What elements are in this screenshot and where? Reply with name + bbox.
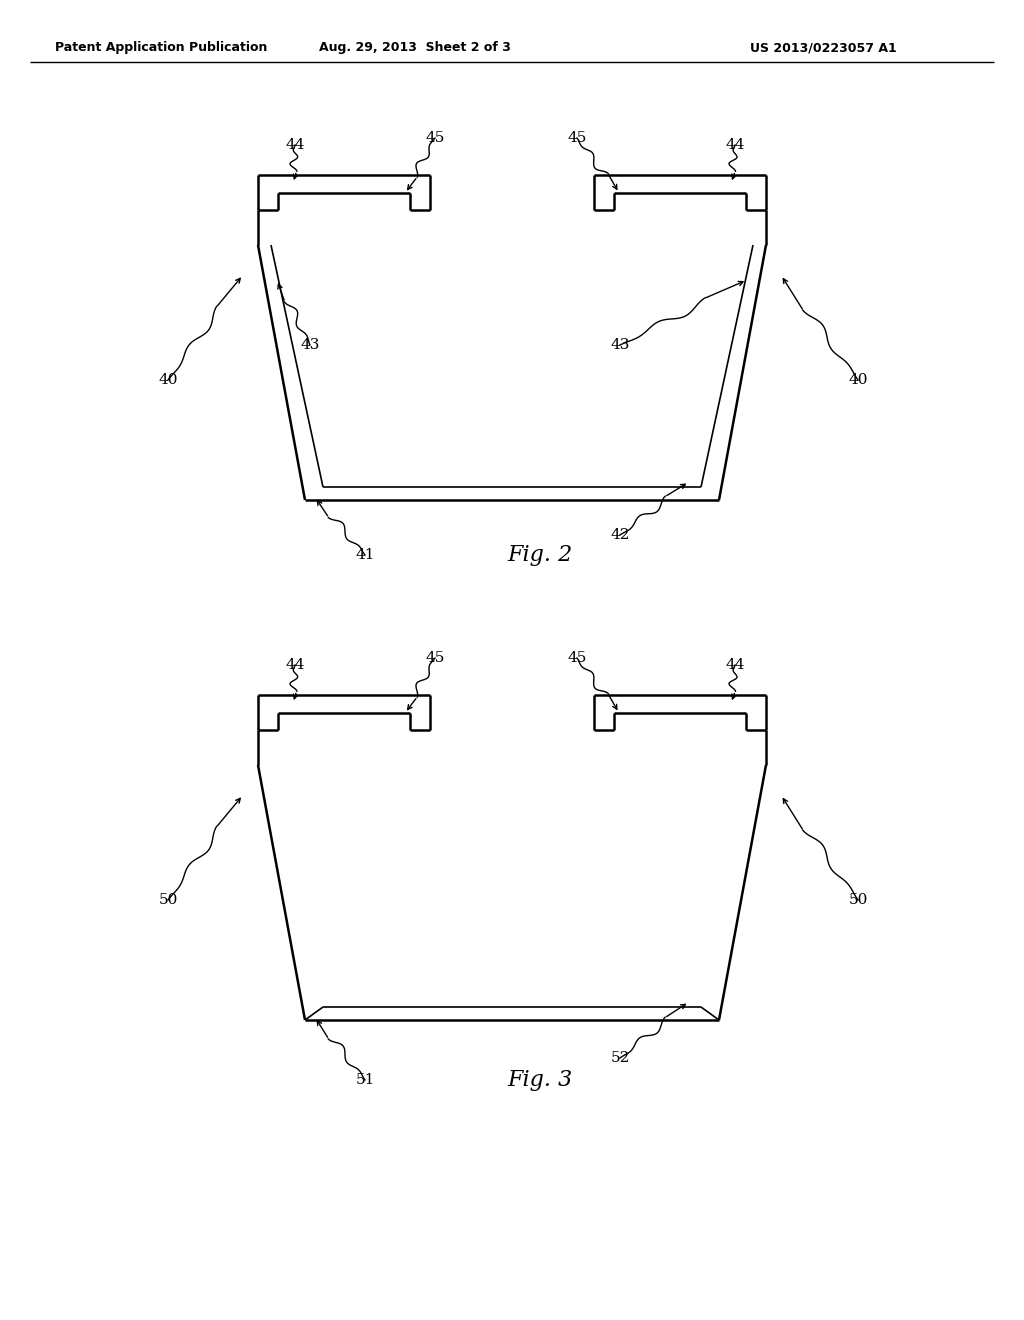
- Text: 50: 50: [848, 894, 867, 907]
- Text: 51: 51: [355, 1073, 375, 1086]
- Text: 40: 40: [159, 374, 178, 387]
- Text: 45: 45: [425, 131, 444, 145]
- Text: 43: 43: [300, 338, 319, 352]
- Text: 44: 44: [286, 139, 305, 152]
- Text: Patent Application Publication: Patent Application Publication: [55, 41, 267, 54]
- Text: 42: 42: [610, 528, 630, 543]
- Text: 45: 45: [567, 651, 587, 665]
- Text: 43: 43: [610, 338, 630, 352]
- Text: 40: 40: [848, 374, 867, 387]
- Text: Fig. 2: Fig. 2: [507, 544, 572, 566]
- Text: 41: 41: [355, 548, 375, 562]
- Text: 45: 45: [425, 651, 444, 665]
- Text: 44: 44: [725, 657, 744, 672]
- Text: 45: 45: [567, 131, 587, 145]
- Text: 50: 50: [159, 894, 178, 907]
- Text: US 2013/0223057 A1: US 2013/0223057 A1: [750, 41, 897, 54]
- Text: 44: 44: [725, 139, 744, 152]
- Text: Aug. 29, 2013  Sheet 2 of 3: Aug. 29, 2013 Sheet 2 of 3: [319, 41, 511, 54]
- Text: Fig. 3: Fig. 3: [507, 1069, 572, 1092]
- Text: 44: 44: [286, 657, 305, 672]
- Text: 52: 52: [610, 1051, 630, 1065]
